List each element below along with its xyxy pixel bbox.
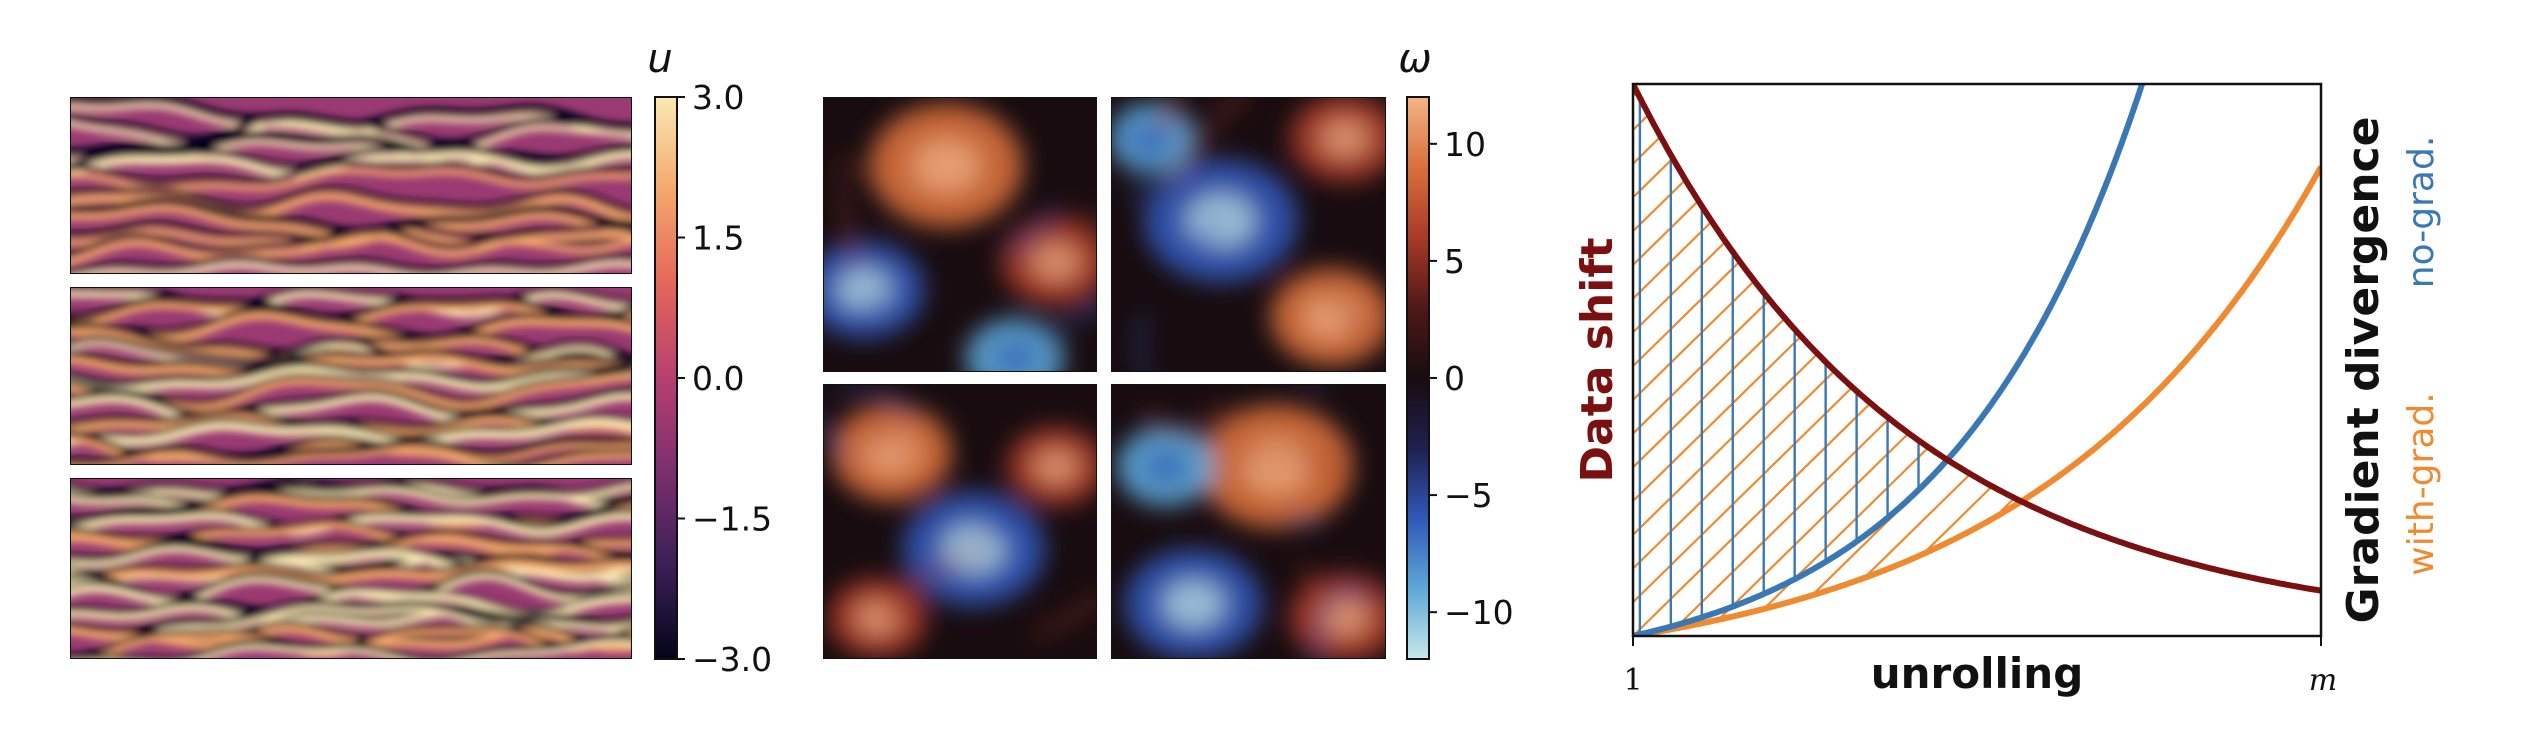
colorbar-u-tick-label: 0.0 — [692, 359, 744, 398]
u-field-2 — [70, 287, 632, 465]
series-no-grad — [1633, 84, 2146, 636]
panel-c-schematic: 1 m unrolling Data shift Gradient diverg… — [1572, 82, 2442, 698]
colorbar-u-tick-label: 3.0 — [692, 78, 744, 117]
colorbar-u-tick-label: −3.0 — [692, 640, 772, 679]
omega-field-4 — [1111, 384, 1386, 659]
colorbar-omega-tick-label: 5 — [1444, 242, 1465, 281]
colorbar-u-gradient — [655, 97, 677, 659]
hatch-line-with-grad — [1633, 261, 1740, 366]
hatch-line-with-grad — [1718, 433, 1909, 620]
omega-field-3 — [823, 384, 1097, 659]
colorbar-u-tick-label: 1.5 — [692, 219, 744, 258]
xtick-end: m — [2309, 663, 2337, 698]
hatch-line-with-grad — [1633, 179, 1686, 232]
colorbar-omega: 10 5 0 −5 −10 ω — [1398, 36, 1514, 660]
panel-a-heatmaps — [70, 97, 632, 659]
omega-field-2 — [1111, 97, 1386, 372]
xtick-start: 1 — [1623, 663, 1642, 698]
colorbar-u-tick-label: −1.5 — [692, 500, 772, 539]
hatch-line-with-grad — [1633, 241, 1726, 334]
colorbar-u-symbol: u — [647, 36, 672, 82]
hatch-line-with-grad — [1633, 387, 1853, 603]
hatch-line-with-grad — [1633, 200, 1699, 266]
series-with-grad — [1633, 165, 2321, 636]
ylabel-gradient-divergence: Gradient divergence — [2338, 117, 2389, 624]
hatch-line-with-grad — [1633, 280, 1755, 400]
hatch-region — [1633, 92, 2015, 636]
hatch-line-with-grad — [1633, 318, 1785, 468]
hatch-line-with-grad — [1633, 353, 1818, 535]
hatch-line-with-grad — [1675, 417, 1890, 629]
hatch-line-with-grad — [1633, 221, 1713, 300]
curves — [1633, 84, 2321, 636]
colorbar-omega-tick-label: 0 — [1444, 359, 1465, 398]
colorbar-omega-symbol: ω — [1398, 36, 1432, 82]
hatch-line-with-grad — [1863, 473, 1971, 579]
hatch-line-with-grad — [1633, 336, 1801, 501]
u-field-3 — [70, 478, 632, 659]
plot-frame — [1631, 82, 2323, 638]
hatch-line-with-grad — [1633, 136, 1662, 165]
hatch-line-with-grad — [1633, 403, 1871, 636]
hatch-line-with-grad — [1922, 485, 1993, 555]
colorbar-omega-tick-label: −10 — [1444, 593, 1514, 632]
colorbar-omega-tick-label: 10 — [1444, 125, 1486, 164]
series-data-shift — [1633, 84, 2321, 594]
ylabel-data-shift: Data shift — [1572, 237, 1623, 482]
colorbar-omega-tick-label: −5 — [1444, 476, 1493, 515]
u-field-1 — [70, 97, 632, 274]
legend-no-grad: no-grad. — [2401, 136, 2442, 289]
omega-field-1 — [823, 97, 1097, 372]
x-axis-label: unrolling — [1871, 649, 2084, 698]
colorbar-omega-gradient — [1407, 97, 1429, 659]
panel-b-heatmaps — [823, 97, 1386, 659]
colorbar-u: 3.0 1.5 0.0 −1.5 −3.0 u — [647, 36, 772, 679]
legend-with-grad: with-grad. — [2401, 392, 2442, 575]
